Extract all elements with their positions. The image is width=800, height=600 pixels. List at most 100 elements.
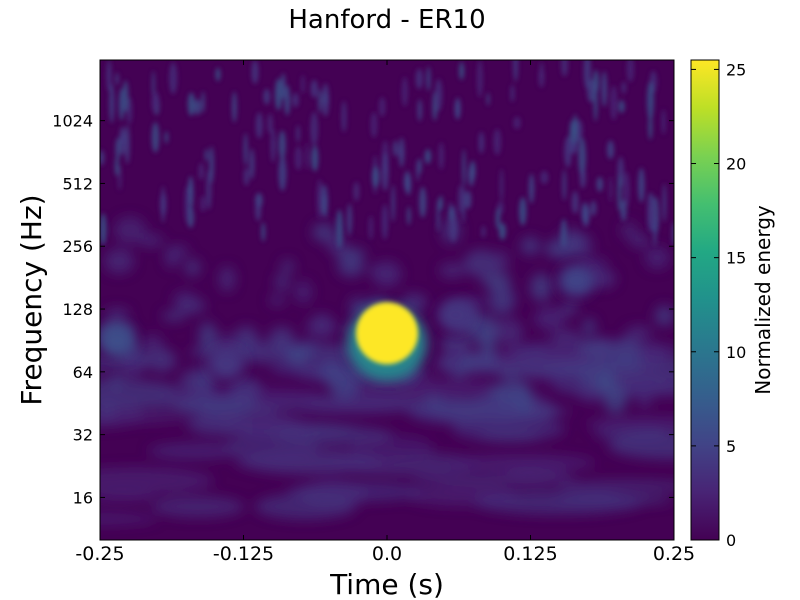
noise-blob [268, 326, 295, 350]
noise-blob [622, 378, 658, 395]
noise-blob [612, 337, 642, 366]
noise-streak [118, 165, 122, 191]
noise-streak [646, 81, 655, 120]
noise-streak [160, 191, 167, 217]
colorbar-tick-label: 25 [726, 60, 746, 79]
noise-band [171, 396, 261, 415]
noise-blob [466, 314, 500, 343]
noise-streak [151, 122, 160, 153]
noise-blob [212, 334, 239, 353]
noise-streak [648, 113, 653, 140]
noise-streak [368, 215, 373, 240]
noise-blob [514, 345, 548, 360]
noise-streak [198, 162, 204, 181]
noise-blob [372, 261, 402, 287]
noise-streak [100, 213, 107, 246]
noise-streak [495, 208, 501, 229]
noise-blob [530, 273, 552, 302]
noise-band [273, 425, 394, 446]
noise-streak [353, 181, 360, 202]
colorbar-tick-label: 15 [726, 249, 746, 268]
y-tick-label: 512 [62, 174, 93, 193]
noise-streak [109, 83, 115, 124]
noise-streak [609, 175, 613, 203]
noise-blob [275, 273, 290, 291]
noise-streak [209, 146, 215, 184]
noise-streak [493, 128, 502, 156]
noise-band [451, 416, 565, 442]
noise-blob [298, 340, 317, 356]
noise-blob [147, 348, 177, 373]
noise-streak [406, 206, 411, 226]
colorbar-tick-label: 20 [726, 155, 746, 174]
noise-blob [219, 266, 235, 292]
noise-streak [424, 149, 432, 164]
noise-blob [561, 302, 579, 314]
noise-blob [228, 376, 262, 401]
noise-streak [310, 79, 318, 98]
noise-band [558, 479, 674, 493]
noise-band [585, 416, 674, 432]
noise-streak [305, 142, 309, 171]
noise-streak [261, 222, 266, 242]
noise-blob [108, 373, 124, 389]
energy-feature [100, 324, 136, 357]
colorbar-ticks: 0 5 10 15 20 25 [691, 60, 746, 550]
noise-streak [481, 225, 486, 238]
colorbar: 0 5 10 15 20 25 Normalized energy [690, 59, 775, 550]
noise-streak [458, 184, 463, 214]
noise-streak [300, 75, 305, 94]
noise-streak [278, 130, 286, 160]
noise-streak [255, 112, 263, 139]
noise-blob [655, 305, 674, 327]
noise-blob [587, 269, 616, 289]
noise-streak [571, 191, 579, 214]
noise-blob [638, 345, 666, 372]
plot-area [100, 60, 674, 540]
noise-streak [637, 167, 645, 203]
colorbar-gradient [691, 60, 719, 540]
noise-streak [270, 128, 276, 163]
noise-streak [398, 146, 403, 160]
noise-streak [119, 132, 126, 145]
noise-streak [626, 60, 635, 83]
noise-streak [415, 68, 423, 90]
noise-streak [151, 91, 160, 114]
x-axis-ticks: -0.25 -0.125 0.0 0.125 0.25 [75, 60, 695, 565]
noise-streak [391, 184, 396, 223]
noise-streak [578, 137, 587, 178]
noise-streak [284, 84, 291, 116]
noise-streak [434, 78, 443, 112]
noise-streak [620, 199, 627, 221]
noise-streak [335, 209, 343, 249]
noise-streak [601, 70, 608, 107]
y-tick-label: 64 [73, 363, 93, 382]
noise-streak [294, 145, 302, 171]
noise-streak [617, 174, 622, 212]
noise-blob [349, 297, 363, 319]
noise-streak [436, 198, 440, 232]
noise-streak [610, 85, 618, 121]
noise-blob [603, 386, 627, 414]
noise-blob [495, 318, 524, 347]
noise-blob [637, 396, 652, 408]
noise-streak [200, 195, 206, 213]
noise-blob [103, 248, 135, 274]
noise-streak [370, 112, 378, 138]
noise-streak [194, 99, 201, 116]
noise-streak [405, 175, 412, 196]
noise-blob [306, 316, 337, 338]
noise-streak [243, 167, 250, 186]
noise-streak [476, 60, 483, 98]
noise-streak [381, 203, 388, 240]
noise-streak [540, 170, 549, 184]
noise-streak [510, 84, 515, 103]
noise-streak [593, 82, 598, 122]
noise-blob [439, 262, 465, 278]
chart-title: Hanford - ER10 [288, 5, 485, 35]
noise-blob [550, 371, 564, 387]
noise-streak [419, 186, 427, 218]
x-axis-label: Time (s) [329, 568, 444, 600]
noise-blob [551, 330, 582, 343]
noise-streak [590, 200, 597, 216]
